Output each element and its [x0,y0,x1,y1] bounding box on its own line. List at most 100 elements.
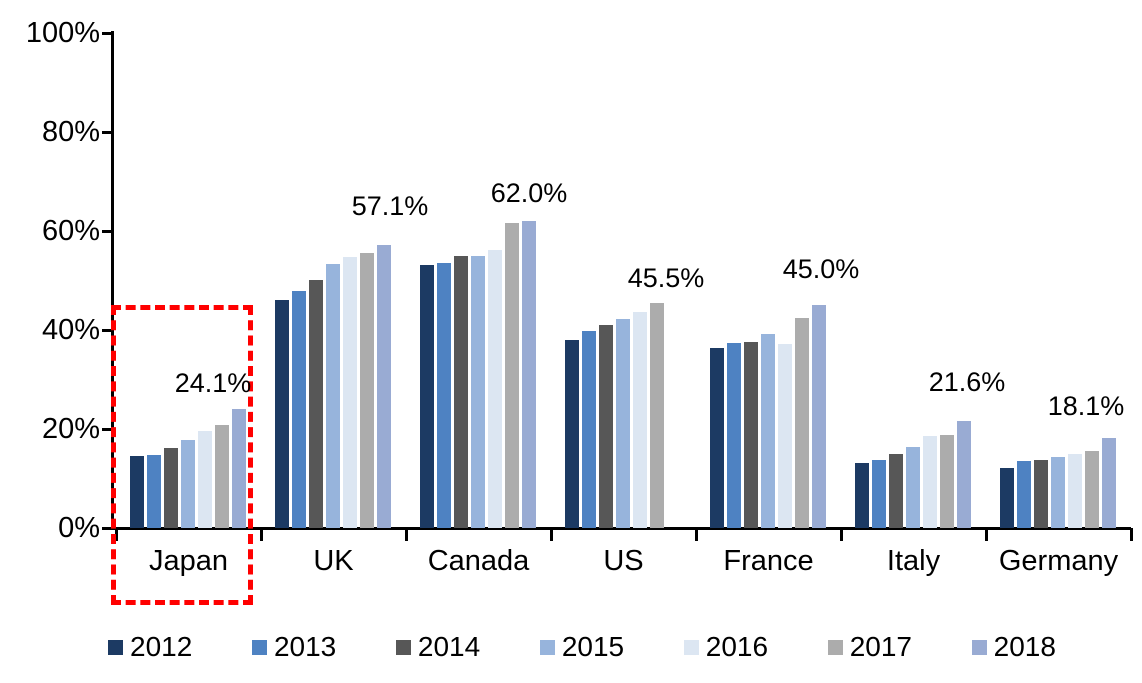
legend-label-2015: 2015 [561,631,625,662]
bar-japan-2018 [232,408,246,528]
legend-item-2013: 2013 [251,631,337,662]
x-axis-tickmark [695,528,698,541]
x-axis-tickmark [550,528,553,541]
y-axis-tick-label: 60% [41,214,100,247]
legend-swatch-2014 [395,639,411,655]
bar-japan-2016 [198,430,212,528]
bar-italy-2016 [923,436,937,528]
y-axis-line [111,31,114,530]
x-axis-line [111,527,1131,530]
bar-us-2016 [633,312,647,528]
legend-swatch-2017 [827,639,843,655]
y-axis-tickmark [102,229,114,233]
y-axis-tick-label: 20% [41,412,100,445]
data-label-france: 45.0% [782,254,860,285]
legend-swatch-2013 [251,639,267,655]
bar-france-2014 [744,342,758,528]
legend-item-2017: 2017 [827,631,912,662]
data-label-germany: 18.1% [1047,391,1125,422]
x-axis-tickmark [260,528,263,541]
bar-canada-2015 [471,256,485,528]
legend-swatch-2016 [683,639,699,655]
bar-japan-2014 [164,447,178,528]
legend-item-2015: 2015 [539,631,625,662]
legend-swatch-2015 [539,639,555,655]
bar-france-2018 [812,305,826,528]
y-axis-tick-label: 40% [41,313,100,346]
bar-italy-2018 [957,420,971,528]
bar-germany-2015 [1051,457,1065,528]
x-axis-label-uk: UK [313,545,354,577]
data-label-japan: 24.1% [174,367,252,398]
y-axis-tickmark [102,527,114,530]
bar-uk-2018 [377,245,391,528]
bar-germany-2013 [1017,460,1031,528]
x-axis-tickmark [405,528,408,541]
data-label-us: 45.5% [627,262,705,293]
bar-japan-2012 [130,455,144,528]
bar-france-2017 [795,318,809,528]
bar-france-2012 [710,347,724,528]
bar-italy-2012 [855,462,869,528]
legend-label-2016: 2016 [705,631,769,662]
data-label-uk: 57.1% [351,191,429,222]
bar-germany-2017 [1085,451,1099,528]
bar-japan-2015 [181,440,195,528]
x-axis-label-canada: Canada [427,545,530,577]
bar-us-2015 [616,319,630,528]
bar-japan-2013 [147,454,161,528]
y-axis-tick-label: 80% [41,115,100,148]
bar-germany-2016 [1068,454,1082,528]
bar-canada-2016 [488,250,502,528]
bar-uk-2013 [292,290,306,528]
legend-item-2018: 2018 [971,632,1056,662]
legend: 2012 2013 2014 2015 2016 2017 2018 [108,632,1056,662]
highlight-box [111,305,253,605]
x-axis-label-us: US [603,545,644,577]
y-axis-tickmark [102,328,114,332]
bar-uk-2016 [343,257,357,528]
bar-uk-2015 [326,263,340,528]
x-axis-tickmark [1130,528,1133,541]
y-axis-tickmark [102,427,114,431]
bar-france-2016 [778,343,792,528]
bar-italy-2015 [906,446,920,528]
data-label-canada: 62.0% [490,177,568,208]
bar-canada-2014 [454,256,468,528]
bar-japan-2017 [215,424,229,528]
x-axis-tickmark [840,528,843,541]
bar-italy-2013 [872,459,886,528]
bar-germany-2014 [1034,459,1048,528]
legend-label-2013: 2013 [273,631,337,662]
bar-france-2013 [727,342,741,528]
bar-uk-2012 [275,299,289,528]
legend-swatch-2018 [971,639,987,655]
legend-label-2017: 2017 [849,631,912,662]
x-axis-label-france: France [723,545,814,577]
bar-us-2013 [582,331,596,528]
y-axis-tick-label: 100% [25,16,100,49]
legend-item-2014: 2014 [395,631,481,662]
legend-item-2016: 2016 [683,631,769,662]
x-axis-tickmark [115,528,118,541]
bar-france-2015 [761,333,775,528]
x-axis-label-germany: Germany [998,545,1119,577]
y-axis-tickmark [102,130,114,134]
legend-item-2012: 2012 [108,632,192,662]
bar-germany-2012 [1000,467,1014,528]
y-axis-tick-label: 0% [58,512,100,544]
x-axis-label-italy: Italy [886,545,941,577]
legend-label-2014: 2014 [417,631,481,662]
legend-label-2012: 2012 [130,631,193,662]
bar-us-2014 [599,324,613,528]
bar-italy-2014 [889,454,903,528]
bar-germany-2018 [1102,438,1116,528]
bar-us-2012 [565,339,579,528]
bar-canada-2013 [437,263,451,528]
x-axis-tickmark [985,528,988,541]
bar-italy-2017 [940,435,954,528]
bar-us-2017 [650,302,664,528]
data-label-italy: 21.6% [928,366,1006,397]
bar-uk-2014 [309,279,323,528]
